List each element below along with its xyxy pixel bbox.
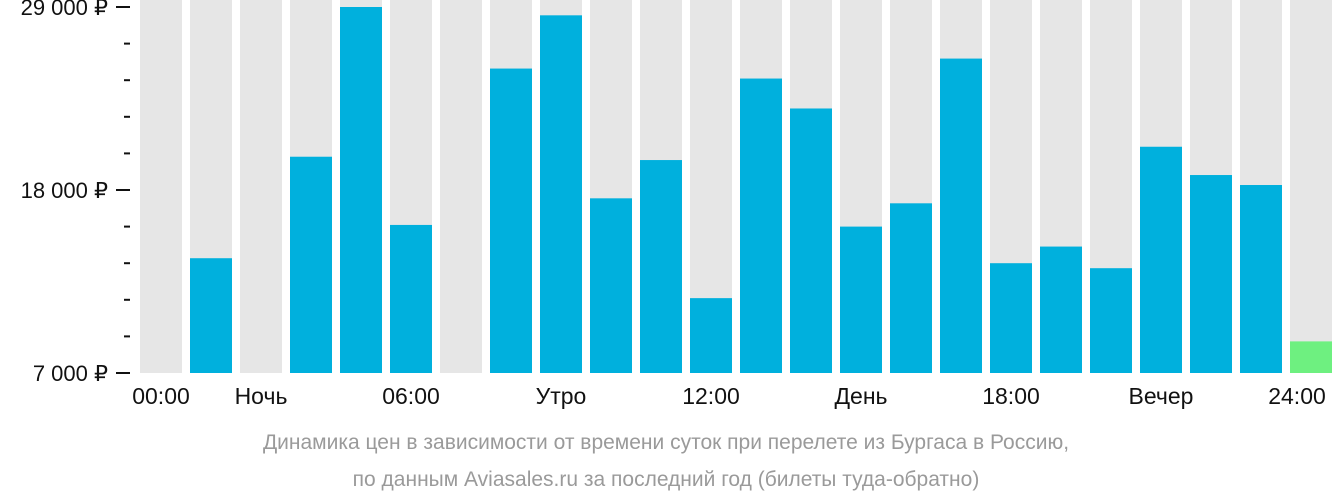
bar <box>790 108 832 374</box>
bar <box>1090 268 1132 373</box>
bar <box>1140 146 1182 373</box>
chart-caption-line-2: по данным Aviasales.ru за последний год … <box>352 468 980 491</box>
x-tick-label: 24:00 <box>1268 383 1326 409</box>
y-tick-label: 7 000 ₽ <box>33 361 108 386</box>
x-tick-label: 00:00 <box>132 383 190 409</box>
bar <box>640 160 682 373</box>
price-by-hour-chart: 29 000 ₽ 18 000 ₽ 7 000 ₽ 00:00 Ночь 06:00 Ут… <box>21 0 1332 409</box>
bar <box>1040 246 1082 373</box>
chart-caption-line-1: Динамика цен в зависимости от времени су… <box>262 431 1070 454</box>
bar <box>1290 341 1332 373</box>
x-tick-label: Вечер <box>1129 383 1194 409</box>
x-tick-label: 18:00 <box>982 383 1040 409</box>
bar <box>390 224 432 373</box>
bar <box>990 263 1032 373</box>
x-tick-label: День <box>834 383 887 409</box>
bar <box>1240 185 1282 373</box>
x-tick-label: Ночь <box>235 383 288 409</box>
bar <box>540 15 582 374</box>
bar <box>290 156 332 373</box>
bar <box>890 203 932 373</box>
x-tick-label: 06:00 <box>382 383 440 409</box>
bar <box>690 298 732 373</box>
background-column <box>440 0 482 373</box>
bar <box>490 68 532 374</box>
x-tick-label: 12:00 <box>682 383 740 409</box>
bar <box>940 58 982 374</box>
background-column <box>1290 0 1332 373</box>
bars <box>190 7 1332 374</box>
x-tick-label: Утро <box>536 383 587 409</box>
bar <box>340 7 382 373</box>
y-axis: 29 000 ₽ 18 000 ₽ 7 000 ₽ <box>21 0 130 386</box>
bar <box>590 198 632 373</box>
background-column <box>140 0 182 373</box>
y-tick-label: 29 000 ₽ <box>21 0 108 20</box>
bar <box>1190 175 1232 373</box>
background-column <box>240 0 282 373</box>
bar <box>190 258 232 373</box>
bar <box>740 78 782 373</box>
x-axis: 00:00 Ночь 06:00 Утро 12:00 День 18:00 Вечер 24:… <box>132 383 1326 409</box>
bar <box>840 226 882 373</box>
y-tick-label: 18 000 ₽ <box>21 178 108 203</box>
